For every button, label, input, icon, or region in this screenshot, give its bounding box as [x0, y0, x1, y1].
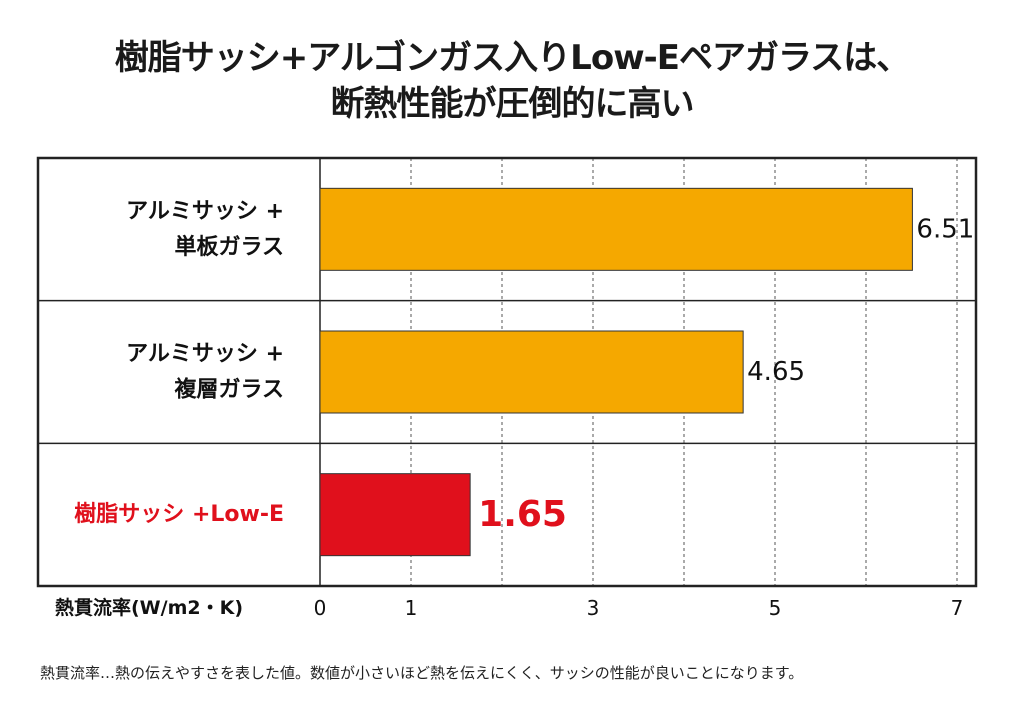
x-tick-label-5: 5 [769, 596, 782, 620]
footnote: 熱貫流率…熱の伝えやすさを表した値。数値が小さいほど熱を伝えにくく、サッシの性能… [40, 664, 804, 682]
chart-frame [36, 156, 978, 588]
value-label-3: 1.65 [478, 494, 567, 535]
category-label-1-line-1: アルミサッシ + [126, 199, 284, 224]
chart-title-line-2: 断熱性能が圧倒的に高い [330, 84, 695, 124]
x-axis-label: 熱貫流率(W/m2・K) [55, 596, 243, 619]
category-label-2-line-2: 複層ガラス [174, 377, 284, 403]
chart-title-line-1: 樹脂サッシ+アルゴンガス入りLow-Eペアガラスは、 [114, 38, 911, 78]
bar-2 [319, 330, 744, 414]
x-tick-label-7: 7 [951, 596, 964, 620]
category-label-2-line-1: アルミサッシ + [126, 342, 284, 367]
x-tick-label-3: 3 [587, 596, 600, 620]
category-label-3-line-1: 樹脂サッシ +Low-E [74, 501, 284, 527]
bar-1 [319, 187, 913, 271]
x-tick-label-1: 1 [405, 596, 418, 620]
value-label-1: 6.51 [916, 214, 974, 244]
category-label-1-line-2: 単板ガラス [174, 234, 284, 260]
value-label-2: 4.65 [747, 357, 805, 387]
x-tick-label-0: 0 [314, 596, 327, 620]
bar-3 [319, 473, 471, 557]
